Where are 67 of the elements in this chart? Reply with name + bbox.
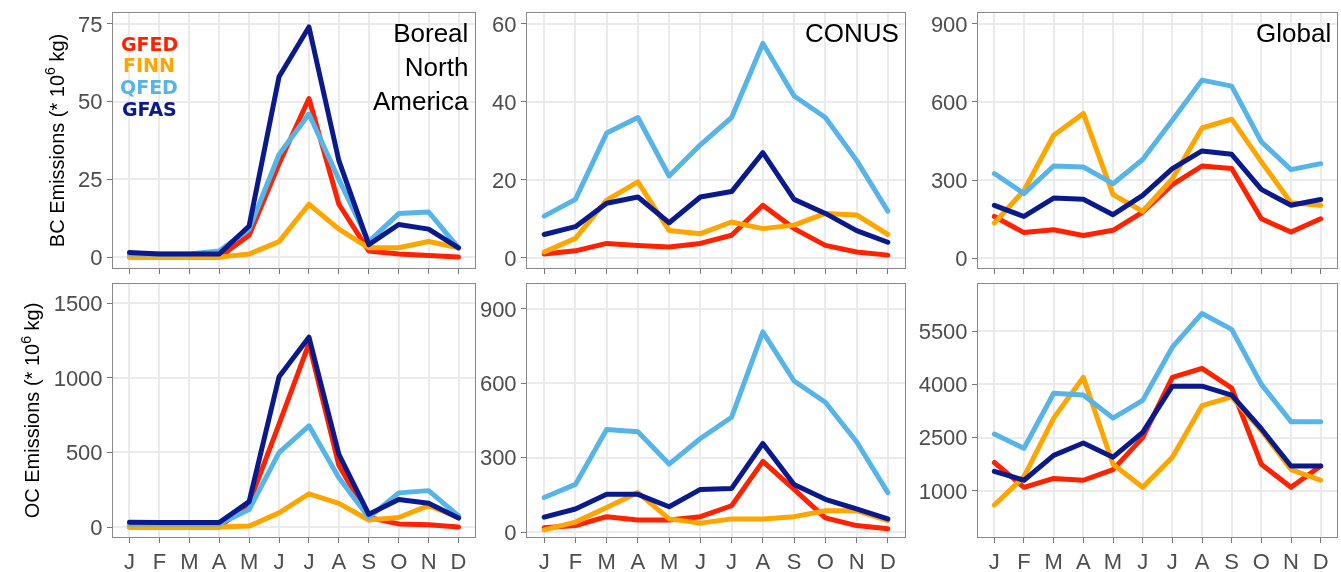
x-tick-label: J [303,549,315,572]
y-tick-label: 300 [930,167,968,193]
x-tick-label: J [273,549,285,572]
y-tick-label: 5500 [918,318,968,344]
y-tick-label: 900 [930,11,968,37]
x-tick-label: S [786,549,802,572]
y-tick-label: 1500 [53,291,103,317]
y-tick-label: 600 [479,370,517,396]
y-tick-label: 60 [492,11,517,37]
y-tick-label: 25 [78,167,103,193]
x-tick-label: D [1312,549,1329,572]
x-tick-label: A [755,549,771,572]
y-tick-label: 4000 [918,372,968,398]
y-tick-label: 0 [955,245,968,271]
x-tick-label: O [390,549,408,572]
x-tick-label: M [1103,549,1123,572]
y-tick-label: 500 [65,440,103,466]
y-tick-label: 2500 [918,425,968,451]
chart-title: Global [1256,18,1332,48]
x-tick-label: N [420,549,437,572]
x-tick-label: D [879,549,896,572]
x-tick-label: J [1137,549,1149,572]
x-tick-label: J [988,549,1000,572]
y-tick-label: 900 [479,296,517,322]
text: GFED [121,33,179,55]
x-tick-label: M [180,549,199,572]
x-tick-label: F [568,549,583,572]
x-tick-label: M [659,549,679,572]
y-tick-label: 1000 [918,478,968,504]
y-tick-label: 75 [78,11,103,37]
y-tick-label: 20 [492,167,517,193]
y-tick-label: 600 [930,89,968,115]
text: GFAS [122,98,177,120]
x-tick-label: A [1194,549,1210,572]
x-tick-label: J [694,549,706,572]
chart-title: CONUS [805,18,899,48]
x-tick-label: N [1283,549,1299,572]
x-tick-label: N [848,549,865,572]
x-tick-label: M [239,549,259,572]
text: FINN [123,54,175,76]
x-tick-label: J [1166,549,1178,572]
x-tick-label: F [152,549,167,572]
y-tick-label: 0 [90,244,103,270]
x-tick-label: A [630,549,646,572]
x-tick-label: A [211,549,227,572]
x-tick-label: J [726,549,738,572]
y-tick-label: 50 [78,89,103,115]
y-tick-label: 0 [504,519,517,545]
x-tick-label: A [1075,549,1091,572]
x-tick-label: S [361,549,377,572]
y-tick-label: 1000 [53,365,103,391]
x-tick-label: S [1224,549,1240,572]
x-tick-label: F [1017,549,1031,572]
y-tick-label: 0 [504,245,517,271]
x-tick-label: J [538,549,550,572]
y-tick-label: 0 [90,514,103,540]
text: QFED [120,76,178,98]
x-tick-label: O [816,549,834,572]
x-tick-label: D [450,549,467,572]
x-tick-label: A [331,549,347,572]
y-tick-label: 300 [479,445,517,471]
text: Boreal North America [373,18,469,116]
x-tick-label: M [597,549,616,572]
x-tick-label: O [1252,549,1270,572]
x-tick-label: J [123,549,135,572]
y-tick-label: 40 [492,89,517,115]
x-tick-label: M [1044,549,1063,572]
